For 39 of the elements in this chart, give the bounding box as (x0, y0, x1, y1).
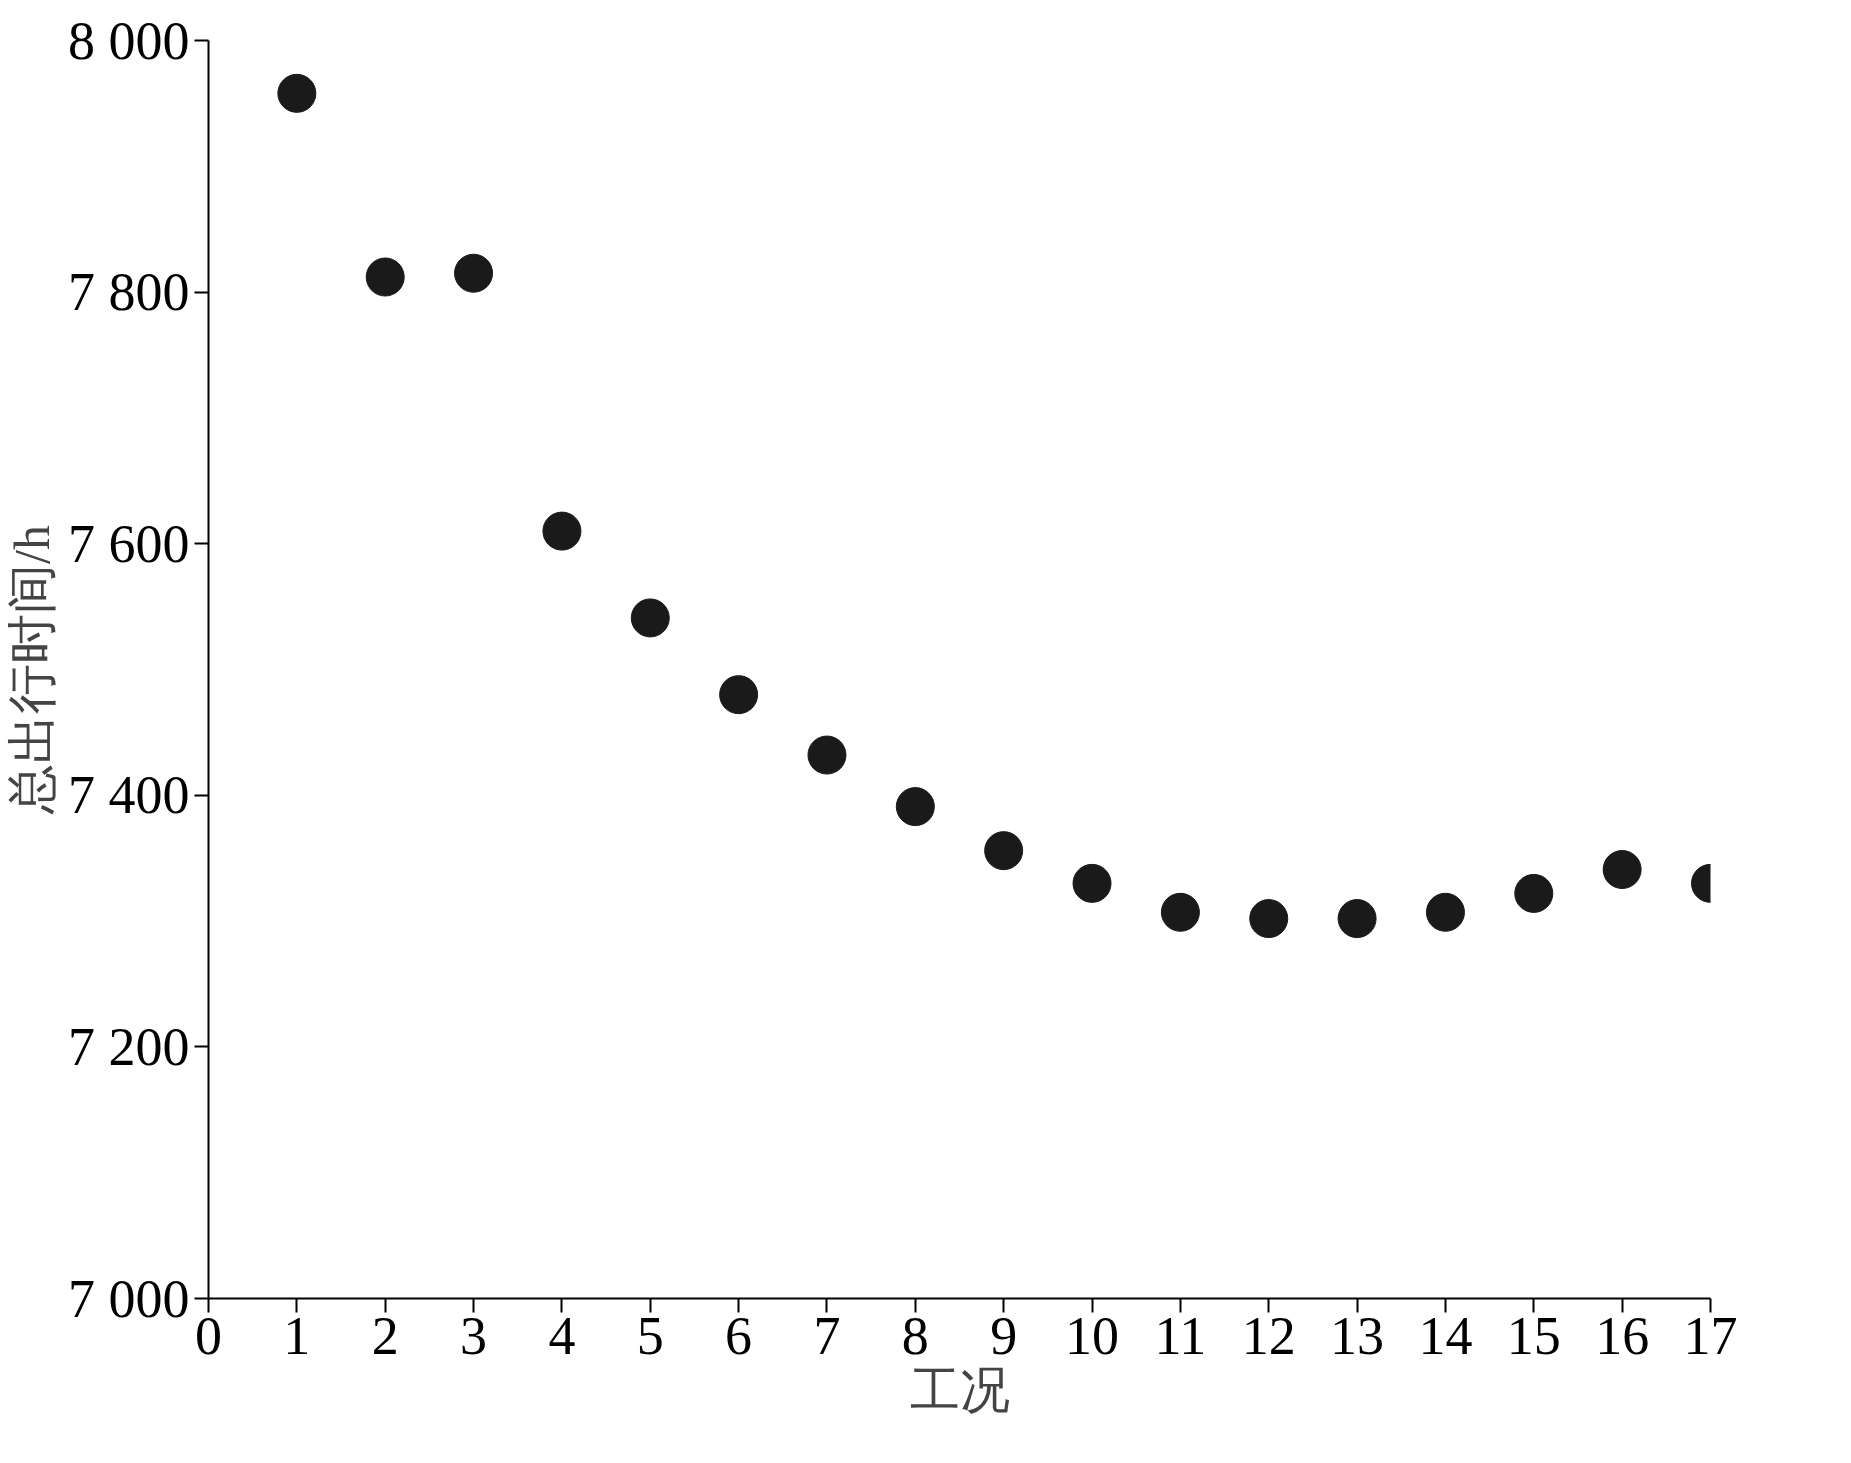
x-tick-label: 17 (1683, 1305, 1738, 1366)
point (277, 73, 317, 113)
point (807, 735, 847, 775)
point (365, 257, 405, 297)
point (1249, 899, 1289, 939)
y-tick-label: 8 000 (68, 10, 190, 71)
x-tick-label: 15 (1506, 1305, 1561, 1366)
x-tick-label: 4 (548, 1305, 576, 1366)
y-axis-title: 总出行时间/h (4, 525, 60, 815)
x-tick-label: 11 (1154, 1305, 1207, 1366)
point (895, 787, 935, 827)
x-tick-label: 0 (195, 1305, 222, 1366)
x-tick-label: 16 (1595, 1305, 1650, 1366)
point (1160, 892, 1200, 932)
x-tick-label: 6 (725, 1305, 753, 1366)
point (1514, 873, 1554, 913)
x-tick-label: 5 (636, 1305, 664, 1366)
x-tick-label: 2 (371, 1305, 399, 1366)
point (630, 598, 670, 638)
x-tick-label: 13 (1330, 1305, 1385, 1366)
point (984, 831, 1024, 871)
y-tick-label: 7 200 (68, 1016, 190, 1077)
x-tick-label: 1 (283, 1305, 311, 1366)
point (1602, 850, 1642, 889)
x-tick-label: 3 (460, 1305, 488, 1366)
point (454, 253, 494, 293)
y-tick-label: 7 400 (68, 765, 190, 826)
point (719, 675, 759, 715)
y-tick-label: 7 000 (68, 1268, 190, 1329)
x-tick-label: 12 (1241, 1305, 1296, 1366)
y-tick-label: 7 800 (68, 262, 190, 323)
y-tick-label: 7 600 (68, 513, 190, 574)
point (1337, 899, 1377, 939)
x-tick-label: 7 (813, 1305, 841, 1366)
point (1072, 863, 1112, 903)
x-tick-label: 14 (1418, 1305, 1473, 1366)
x-tick-label: 10 (1065, 1305, 1120, 1366)
point (542, 511, 582, 551)
point (1425, 892, 1465, 932)
